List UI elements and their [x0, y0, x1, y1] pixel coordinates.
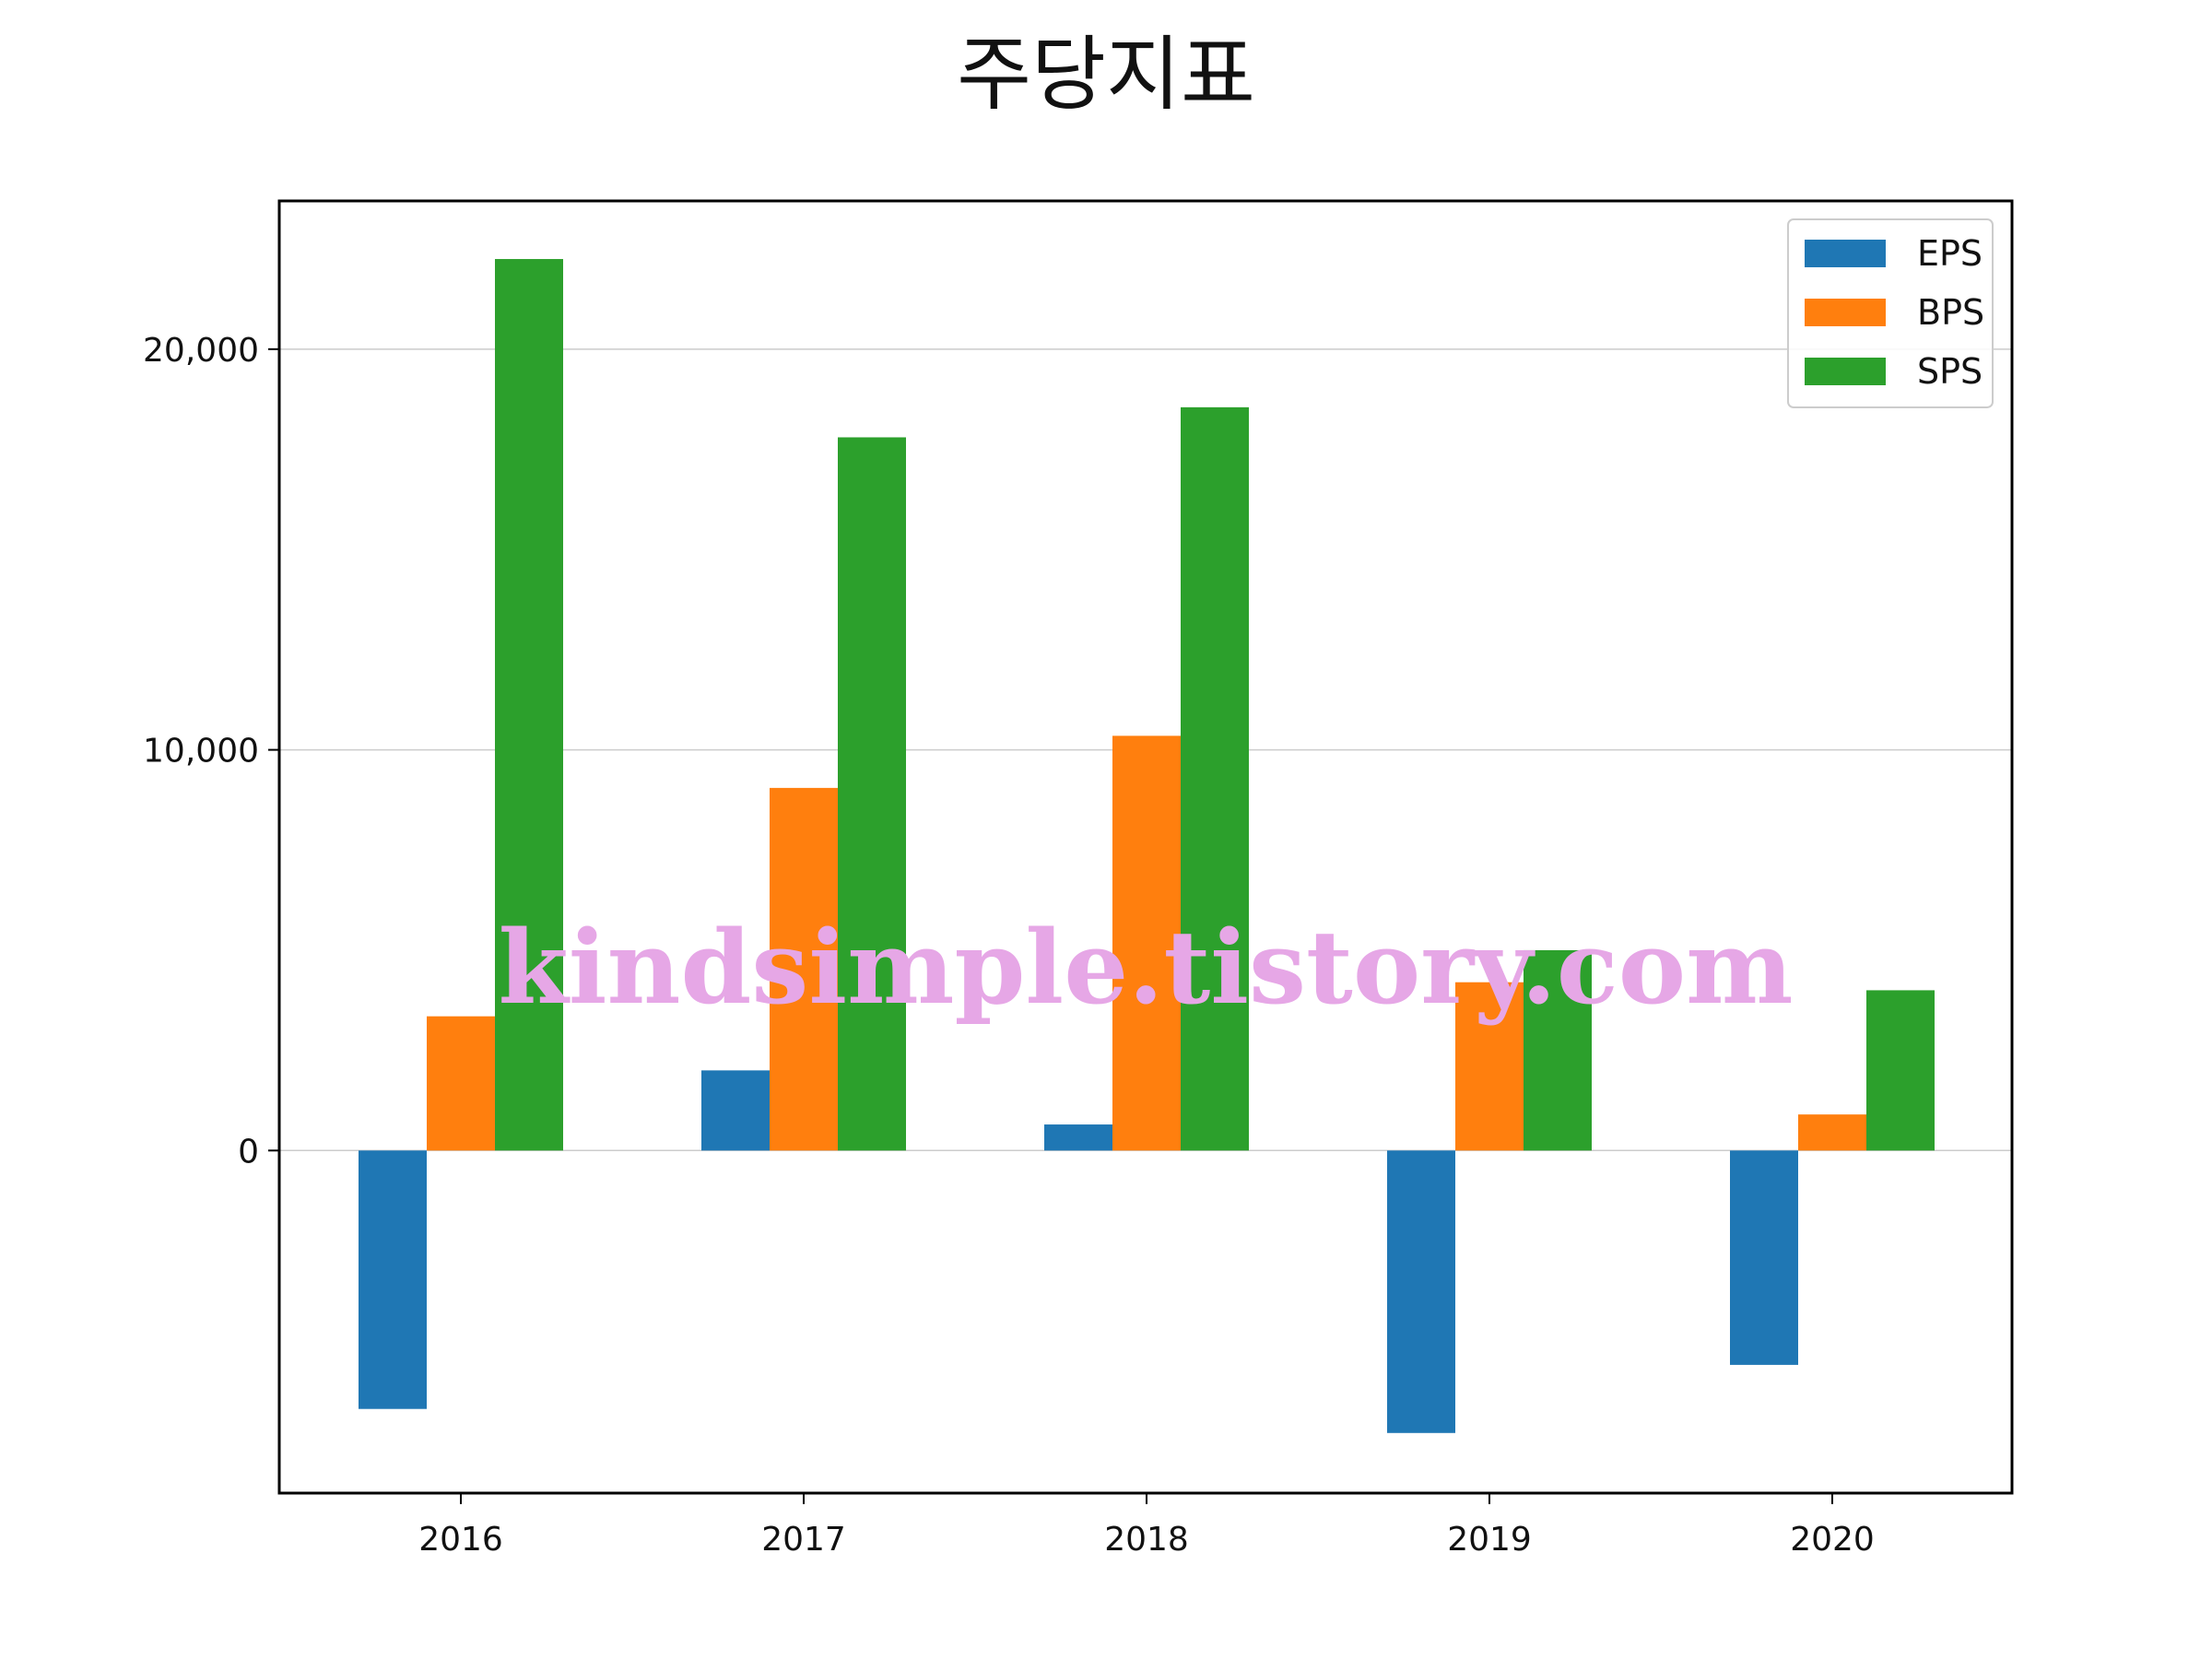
legend-swatch-bps	[1805, 299, 1886, 326]
bar-eps-2018	[1044, 1124, 1112, 1151]
bar-bps-2020	[1798, 1114, 1866, 1151]
x-tick-label: 2019	[1447, 1521, 1532, 1559]
bar-bps-2016	[427, 1016, 495, 1151]
bar-bps-2018	[1112, 735, 1181, 1151]
bar-eps-2020	[1730, 1150, 1798, 1365]
x-tick-label: 2017	[761, 1521, 846, 1559]
legend-swatch-sps	[1805, 358, 1886, 385]
bar-sps-2017	[838, 437, 906, 1151]
watermark-text: kindsimple.tistory.com	[499, 908, 1794, 1027]
x-axis: 2016 2017 2018 2019 2020	[418, 1493, 1875, 1559]
bar-bps-2019	[1455, 982, 1524, 1151]
bars	[359, 259, 1935, 1433]
chart-title: 주당지표	[957, 27, 1255, 122]
bar-eps-2016	[359, 1150, 427, 1409]
bar-bps-2017	[770, 787, 838, 1151]
bar-sps-2019	[1524, 949, 1592, 1151]
bar-sps-2018	[1181, 406, 1249, 1151]
legend-label-sps: SPS	[1917, 351, 1983, 392]
y-tick-label: 0	[238, 1133, 259, 1171]
x-tick-label: 2016	[418, 1521, 503, 1559]
legend: EPS BPS SPS	[1787, 218, 1994, 408]
legend-label-eps: EPS	[1917, 233, 1983, 274]
bar-eps-2019	[1387, 1150, 1455, 1433]
y-tick-label: 10,000	[143, 733, 259, 771]
bar-eps-2017	[701, 1070, 770, 1151]
y-tick-label: 20,000	[143, 332, 259, 370]
y-axis: 0 10,000 20,000	[143, 332, 279, 1171]
x-tick-label: 2020	[1790, 1521, 1875, 1559]
x-tick-label: 2018	[1104, 1521, 1189, 1559]
legend-label-bps: BPS	[1917, 292, 1984, 333]
bar-sps-2020	[1866, 990, 1935, 1151]
legend-swatch-eps	[1805, 240, 1886, 267]
bar-sps-2016	[495, 259, 563, 1151]
